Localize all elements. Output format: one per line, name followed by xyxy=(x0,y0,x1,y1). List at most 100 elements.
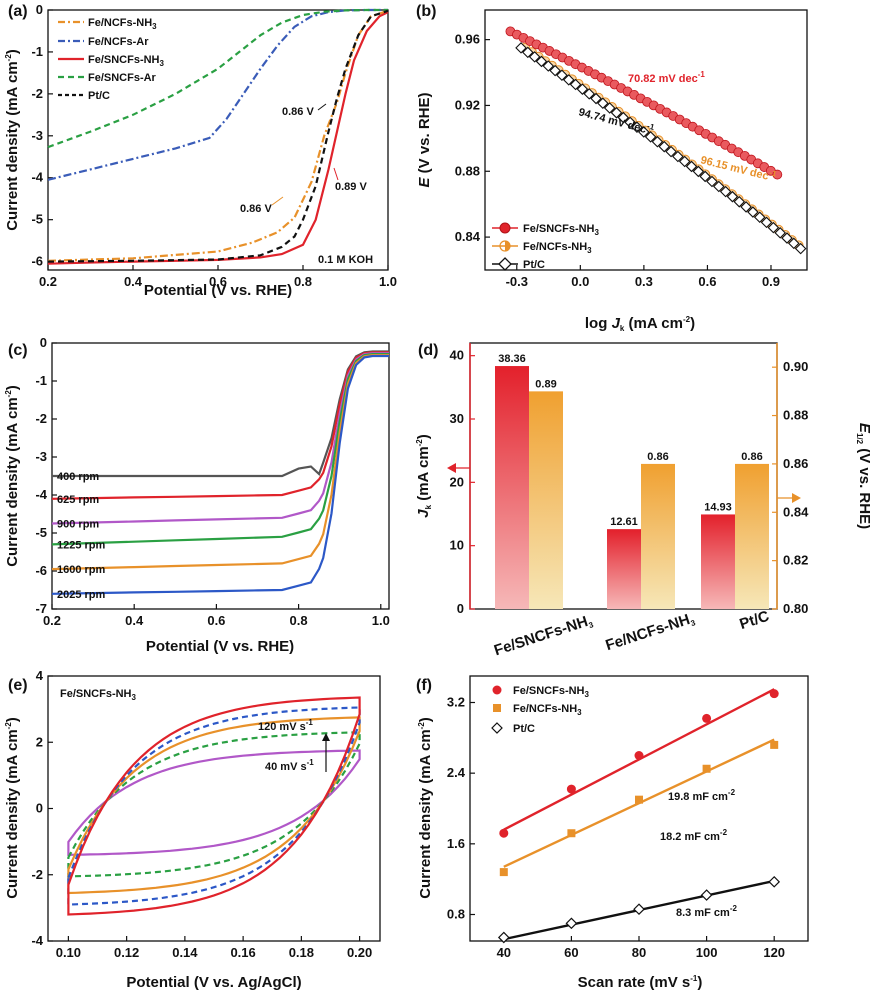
panel-c-rpm-label-1600-rpm: 1600 rpm xyxy=(57,564,106,576)
panel-a-xtick-label-1-0: 1.0 xyxy=(379,274,397,289)
panel-c-ytick-label-4: -4 xyxy=(35,487,47,502)
panel-b-point-pt-c-34 xyxy=(747,206,759,218)
panel-b-point-pt-c-24 xyxy=(678,155,691,168)
panel-a-ylabel: Current density (mA cm-2) xyxy=(4,49,21,231)
panel-a-ytick-label-5: -5 xyxy=(31,212,43,227)
panel-d-label: (d) xyxy=(418,342,438,359)
legend-label-pt-c-b: Pt/C xyxy=(523,259,545,271)
panel-b-point-pt-c-10 xyxy=(583,88,595,100)
panel-a-ytick-label-4: -4 xyxy=(31,170,43,185)
panel-d-value-jk-pt-c: 14.93 xyxy=(704,501,732,513)
panel-b-point-pt-c-8 xyxy=(569,78,582,91)
panel-f-point-pt-c-60 xyxy=(565,917,578,930)
legend-label-pt-c: Pt/C xyxy=(88,90,110,102)
panel-b-frame xyxy=(484,9,808,271)
panel-c-label: (c) xyxy=(8,342,28,359)
panel-b-point-pt-c-33 xyxy=(740,201,752,213)
legend-marker-fe-sncfs-nh3-f xyxy=(492,685,502,695)
panel-a-label: (a) xyxy=(8,3,28,20)
panel-c-xtick-label-0-2: 0.2 xyxy=(43,613,61,628)
panel-a-ytick-label-1: -1 xyxy=(31,44,43,59)
panel-f-xlabel: Scan rate (mV s-1) xyxy=(578,974,703,991)
panel-d-value-jk-fe-ncfs-nh3: 12.61 xyxy=(610,516,638,528)
panel-b-point-pt-c-11 xyxy=(590,92,602,105)
panel-f-xtick-label-40: 40 xyxy=(497,945,511,960)
panel-c-ytick-label-2: -2 xyxy=(35,411,47,426)
panel-c-rpm-label-625-rpm: 625 rpm xyxy=(57,494,99,506)
panel-f-point-fe-sncfs-nh3-100 xyxy=(702,713,712,723)
panel-d-bar-e12-fe-ncfs-nh3 xyxy=(641,463,675,609)
panel-f-xtick-label-100: 100 xyxy=(696,945,718,960)
panel-b-xlabel: log Jk (mA cm-2) xyxy=(585,315,695,333)
panel-b-xtick-label-0-3: 0.3 xyxy=(635,274,653,289)
panel-d-category-fe-sncfs-nh3: Fe/SNCFs-NH3 xyxy=(492,611,595,660)
panel-b-point-pt-c-37 xyxy=(767,221,780,234)
panel-f-legend: Fe/SNCFs-NH3 Fe/NCFs-NH3 Pt/C xyxy=(491,685,590,735)
panel-f-cdl-sncfs: 19.8 mF cm-2 xyxy=(668,788,736,803)
panel-b-ytick-label-0-88: 0.88 xyxy=(455,163,480,178)
panel-e-cv-100-mv-s-1 xyxy=(67,706,361,906)
legend-label-fe-ncfs-nh3: Fe/NCFs-NH3 xyxy=(88,17,157,31)
panel-d-value-e12-pt-c: 0.86 xyxy=(741,451,762,463)
panel-f-point-fe-sncfs-nh3-120 xyxy=(769,689,779,699)
panel-d-right-axis-arrow-icon xyxy=(792,493,801,503)
panel-b-ytick-label-0-92: 0.92 xyxy=(455,97,480,112)
legend-marker-fe-ncfs-nh3-f xyxy=(493,704,501,712)
panel-f-point-pt-c-120 xyxy=(768,875,781,888)
panel-d-bar-e12-pt-c xyxy=(735,463,769,609)
panel-b-point-pt-c-26 xyxy=(692,165,705,178)
panel-b-ylabel: E (V vs. RHE) xyxy=(416,92,433,187)
panel-b-point-pt-c-36 xyxy=(760,216,773,229)
panel-b-point-pt-c-28 xyxy=(706,175,718,188)
legend-label-pt-c-f: Pt/C xyxy=(513,723,535,735)
panel-d-left-axis-arrow-icon xyxy=(447,463,456,473)
panel-c-xlabel: Potential (V vs. RHE) xyxy=(146,638,294,655)
panel-d-ytick-right-label-0-80: 0.80 xyxy=(783,601,808,616)
panel-d-ytick-left-label-20: 20 xyxy=(450,474,464,489)
panel-f-ytick-label-3-2: 3.2 xyxy=(447,695,465,710)
panel-f-point-fe-sncfs-nh3-60 xyxy=(566,784,576,794)
panel-f-point-fe-sncfs-nh3-40 xyxy=(499,828,509,838)
legend-marker-ring-fe-ncfs-nh3 xyxy=(499,240,511,252)
panel-a-xtick-label-0-6: 0.6 xyxy=(209,274,227,289)
panel-c-ytick-label-1: -1 xyxy=(35,373,47,388)
panel-b-point-pt-c-15 xyxy=(617,111,630,124)
panel-b-point-pt-c-23 xyxy=(672,150,684,163)
panel-b-label: (b) xyxy=(416,3,436,20)
panel-e-ytick-label-0: 0 xyxy=(36,801,43,816)
panel-e-xtick-label-0-14: 0.14 xyxy=(172,945,198,960)
panel-b-xtick-label-0-6: 0.6 xyxy=(698,274,716,289)
panel-a-arrow-pt xyxy=(317,103,327,111)
legend-marker-fe-sncfs-nh3 xyxy=(499,222,511,234)
panel-f-point-fe-ncfs-nh3-100 xyxy=(702,764,711,773)
panel-a-xtick-label-0-8: 0.8 xyxy=(294,274,312,289)
panel-c-xtick-label-0-6: 0.6 xyxy=(207,613,225,628)
panel-d-bar-jk-fe-sncfs-nh3 xyxy=(495,366,529,609)
panel-a-ytick-label-3: -3 xyxy=(31,128,43,143)
panel-e-ytick-label-4: -4 xyxy=(31,933,43,948)
panel-d-category-fe-ncfs-nh3: Fe/NCFs-NH3 xyxy=(604,609,698,655)
panel-b-ytick-label-0-84: 0.84 xyxy=(455,229,481,244)
panel-b-tafel-slope-sncfs: 70.82 mV dec-1 xyxy=(628,70,705,85)
panel-a-ytick-label-6: -6 xyxy=(31,254,43,269)
legend-marker-pt-c-b xyxy=(498,257,512,271)
panel-b-xtick-label-0-3: -0.3 xyxy=(506,274,528,289)
panel-b-point-pt-c-18 xyxy=(638,126,650,138)
panel-e-ytick-label-2: 2 xyxy=(36,734,43,749)
panel-d-ylabel-left: Jk (mA cm-2) xyxy=(415,434,433,518)
panel-e-ylabel: Current density (mA cm-2) xyxy=(4,717,21,899)
panel-b-point-pt-c-13 xyxy=(603,102,616,114)
panel-b-point-pt-c-30 xyxy=(719,185,732,198)
panel-e-cv-60-mv-s-1 xyxy=(67,731,361,878)
panel-b-xtick-label-0-9: 0.9 xyxy=(762,274,780,289)
panel-f: (f) 40 60 80 100 120 3.2 2.4 1.6 0.8 Scan rate (… xyxy=(416,675,809,991)
panel-e-cv-80-mv-s-1 xyxy=(67,716,361,895)
panel-c-rpm-label-400-rpm: 400 rpm xyxy=(57,471,99,483)
panel-b-legend: Fe/SNCFs-NH3 Fe/NCFs-NH3 Pt/C xyxy=(492,222,600,271)
panel-b-point-pt-c-31 xyxy=(726,190,739,203)
panel-b-point-pt-c-1 xyxy=(522,46,534,59)
panel-c-rpm-label-900-rpm: 900 rpm xyxy=(57,519,99,531)
panel-e-xtick-label-0-18: 0.18 xyxy=(289,945,314,960)
panel-b-point-pt-c-29 xyxy=(713,180,725,193)
panel-f-xtick-label-60: 60 xyxy=(564,945,578,960)
